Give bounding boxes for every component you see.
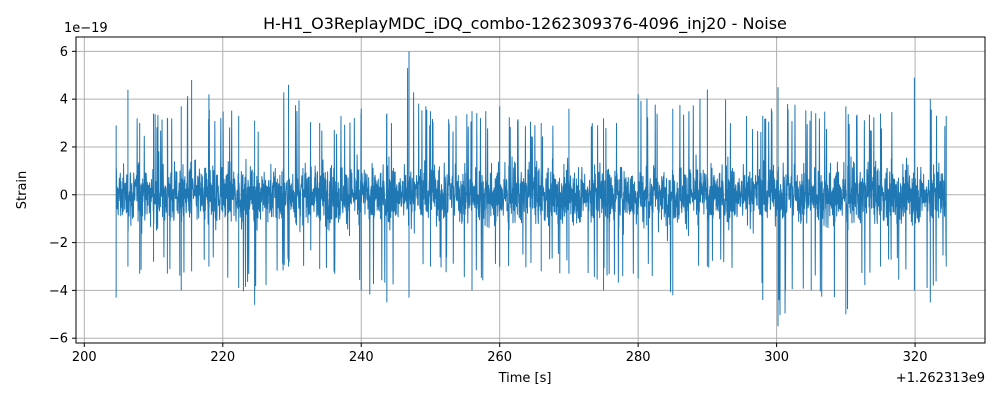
x-tick-label: 220 [210, 350, 235, 365]
x-tick-label: 320 [903, 350, 928, 365]
y-tick-label: −6 [49, 332, 68, 347]
x-tick-label: 280 [626, 350, 651, 365]
chart-title: H-H1_O3ReplayMDC_iDQ_combo-1262309376-40… [263, 14, 787, 34]
y-tick-label: 4 [60, 93, 68, 108]
x-tick-label: 240 [349, 350, 374, 365]
x-axis-ticks: 200 220 240 260 280 300 320 [72, 343, 928, 365]
x-tick-label: 300 [764, 350, 789, 365]
y-axis-scale-label: 1e−19 [64, 21, 108, 36]
x-tick-label: 260 [487, 350, 512, 365]
y-tick-label: −2 [49, 236, 68, 251]
series-strain-line [115, 51, 947, 327]
y-tick-label: 0 [60, 188, 68, 203]
y-axis-ticks: −6 −4 −2 0 2 4 6 [49, 45, 76, 347]
y-tick-label: 6 [60, 45, 68, 60]
y-tick-label: −4 [49, 284, 68, 299]
x-axis-offset-label: +1.262313e9 [896, 371, 985, 386]
axes-frame [75, 36, 986, 344]
x-axis-label: Time [s] [498, 371, 552, 386]
strain-noise-trace [115, 51, 947, 327]
y-tick-label: 2 [60, 140, 68, 155]
y-axis-label: Strain [15, 171, 30, 210]
x-tick-label: 200 [72, 350, 97, 365]
